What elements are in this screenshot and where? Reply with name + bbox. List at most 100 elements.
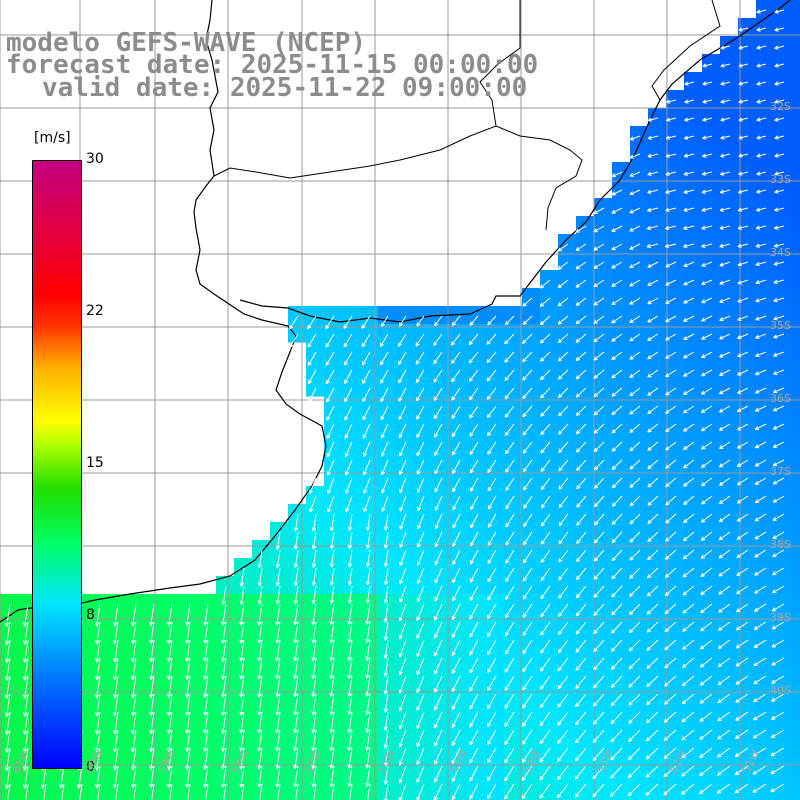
wind-cell (180, 792, 199, 800)
wind-cell (756, 378, 775, 397)
wind-cell (576, 522, 595, 541)
wind-arrow (718, 459, 731, 468)
wind-cell (792, 684, 800, 703)
wind-cell (684, 342, 703, 361)
wind-arrow (774, 9, 785, 14)
wind-cell (90, 648, 109, 667)
wind-cell (522, 324, 541, 343)
wind-cell (738, 90, 757, 109)
wind-arrow (540, 441, 551, 454)
wind-cell (666, 270, 685, 289)
wind-arrow (451, 621, 461, 639)
wind-arrow (257, 657, 263, 680)
wind-cell (342, 738, 361, 757)
wind-arrow (522, 675, 533, 691)
wind-cell (0, 792, 19, 800)
wind-cell (792, 666, 800, 685)
wind-cell (396, 522, 415, 541)
wind-cell (630, 252, 649, 271)
wind-arrow (344, 459, 353, 476)
wind-cell (18, 720, 37, 739)
wind-cell (792, 432, 800, 451)
wind-cell (324, 450, 343, 469)
wind-cell (180, 612, 199, 631)
wind-arrow (452, 531, 461, 547)
wind-arrow (293, 765, 299, 788)
wind-arrow (646, 603, 659, 615)
wind-cell (756, 18, 775, 37)
wind-arrow (40, 765, 47, 789)
wind-cell (450, 666, 469, 685)
wind-cell (702, 144, 721, 163)
wind-arrow (221, 765, 227, 788)
wind-cell (90, 702, 109, 721)
wind-cell (540, 504, 559, 523)
wind-cell (648, 648, 667, 667)
wind-cell (576, 612, 595, 631)
wind-cell (36, 774, 55, 793)
wind-cell (594, 378, 613, 397)
wind-cell (396, 324, 415, 343)
wind-arrow (185, 711, 191, 734)
wind-cell (306, 792, 325, 800)
wind-cell (378, 450, 397, 469)
wind-arrow (629, 333, 641, 342)
wind-arrow (469, 765, 479, 782)
wind-arrow (574, 783, 587, 798)
wind-arrow (647, 459, 659, 470)
wind-arrow (505, 477, 515, 491)
wind-arrow (149, 603, 155, 627)
wind-arrow (720, 63, 731, 68)
wind-cell (54, 792, 73, 800)
wind-cell (612, 432, 631, 451)
wind-cell (270, 630, 289, 649)
wind-cell (720, 126, 739, 145)
wind-cell (774, 18, 793, 37)
wind-cell (504, 702, 523, 721)
wind-arrow (557, 243, 569, 252)
wind-cell (792, 576, 800, 595)
wind-cell (396, 666, 415, 685)
wind-arrow (629, 351, 641, 360)
wind-arrow (344, 387, 353, 403)
wind-cell (720, 72, 739, 91)
wind-arrow (451, 729, 461, 747)
wind-arrow (575, 261, 587, 270)
wind-cell (576, 720, 595, 739)
wind-cell (468, 720, 487, 739)
wind-arrow (539, 333, 551, 344)
wind-arrow (504, 783, 515, 800)
wind-arrow (380, 315, 389, 327)
wind-arrow (347, 693, 353, 715)
wind-cell (450, 432, 469, 451)
wind-cell (252, 540, 271, 559)
wind-arrow (311, 585, 317, 605)
wind-arrow (95, 621, 101, 645)
wind-cell (396, 702, 415, 721)
wind-arrow (451, 675, 461, 693)
wind-arrow (416, 441, 425, 457)
wind-cell (486, 630, 505, 649)
wind-arrow (753, 675, 767, 685)
wind-arrow (398, 369, 407, 384)
wind-arrow (95, 639, 101, 663)
wind-arrow (719, 261, 731, 267)
wind-cell (702, 432, 721, 451)
wind-cell (126, 666, 145, 685)
wind-arrow (718, 387, 731, 395)
wind-cell (522, 288, 541, 307)
wind-cell (756, 486, 775, 505)
wind-arrow (311, 657, 317, 680)
wind-arrow (365, 711, 371, 733)
wind-arrow (575, 603, 587, 617)
wind-arrow (665, 279, 677, 286)
wind-cell (414, 666, 433, 685)
wind-arrow (4, 729, 11, 753)
wind-arrow (718, 423, 731, 431)
wind-cell (540, 792, 559, 800)
wind-arrow (486, 333, 497, 345)
wind-cell (234, 576, 253, 595)
wind-cell (666, 162, 685, 181)
wind-arrow (362, 405, 371, 421)
wind-arrow (433, 351, 443, 365)
